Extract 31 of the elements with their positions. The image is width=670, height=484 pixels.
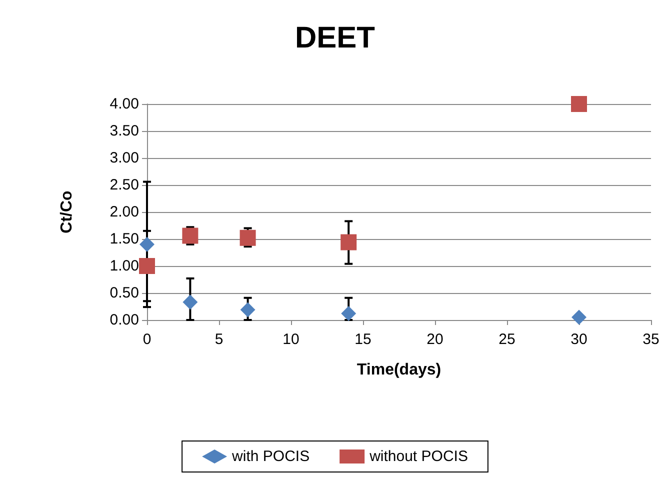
point: [572, 310, 586, 325]
point: [240, 230, 256, 246]
x-tick-label: 20: [426, 331, 444, 348]
point: [240, 302, 256, 318]
x-tick-label: 25: [498, 331, 516, 348]
point: [340, 234, 357, 250]
point: [139, 258, 155, 274]
x-tick-label: 5: [214, 331, 224, 348]
y-tick-label: 1.50: [110, 230, 139, 248]
x-tick-label: 10: [282, 331, 300, 348]
y-tick-label: 0.00: [110, 312, 139, 328]
point: [182, 228, 198, 244]
x-tick-label: 15: [354, 331, 372, 348]
y-tick-label: 4.00: [110, 96, 139, 112]
y-tick-label: 3.50: [110, 122, 139, 140]
y-tick-label: 3.00: [110, 150, 139, 166]
point: [140, 236, 154, 252]
y-tick-label: 2.50: [110, 176, 139, 194]
x-tick-label: 35: [642, 331, 660, 348]
y-tick-label: 1.00: [110, 258, 139, 274]
point: [182, 294, 198, 310]
y-axis-title: Ct/Co: [58, 190, 76, 234]
x-tick-label: 30: [570, 331, 588, 348]
y-tick-label: 0.50: [110, 284, 139, 302]
x-tick-label: 0: [142, 331, 152, 348]
point: [571, 96, 587, 112]
y-tick-label: 2.00: [110, 204, 139, 220]
chart-title: DEET: [294, 22, 376, 54]
x-axis-title: Time(days): [356, 362, 442, 378]
legend-label: with POCIS: [231, 448, 310, 465]
legend-label: without POCIS: [368, 448, 468, 465]
